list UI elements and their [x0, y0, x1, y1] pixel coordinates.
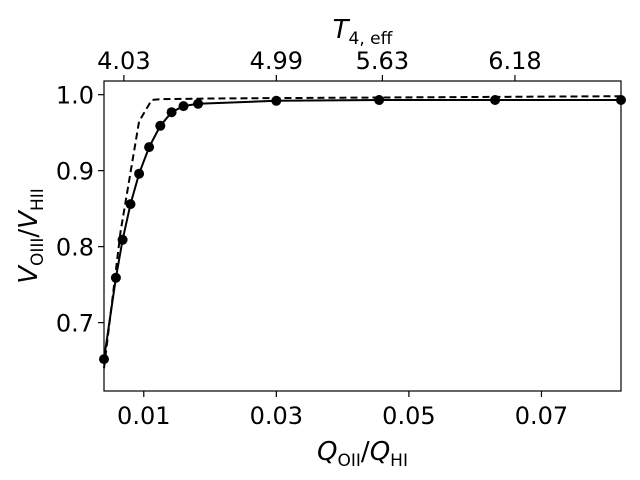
- series-1-point: [125, 199, 136, 210]
- plot-frame: [103, 80, 622, 392]
- x-tick-label: 0.05: [382, 402, 435, 430]
- series-1-line: [103, 99, 621, 360]
- ticks-layer: 0.01 0.03 0.05 0.07 0.7 0.8 0.9 1.04.03 4.99 5.63…: [56, 47, 568, 430]
- x-tick-label: 0.03: [250, 402, 303, 430]
- series-1-point: [193, 98, 204, 109]
- top-axis-label: T4, eff: [333, 15, 394, 49]
- y-tick-label: 1.0: [56, 82, 94, 110]
- series-1-point: [144, 142, 155, 153]
- x-tick-label: 0.07: [515, 402, 568, 430]
- y-tick-label: 0.8: [56, 234, 94, 262]
- y-axis-label: VOIII/VHII: [14, 188, 48, 284]
- top-tick-label: 4.99: [250, 47, 303, 75]
- top-tick-label: 4.03: [97, 47, 150, 75]
- top-tick-label: 5.63: [356, 47, 409, 75]
- series-1-point: [374, 95, 385, 105]
- x-tick-label: 0.01: [117, 402, 170, 430]
- y-tick-label: 0.7: [56, 310, 94, 338]
- y-tick-label: 0.9: [56, 158, 94, 186]
- series-1-point: [134, 168, 145, 179]
- series-1-point: [178, 101, 189, 112]
- series-layer: [99, 95, 626, 369]
- x-axis-label: QOII/QHI: [317, 437, 408, 471]
- series-1-point: [166, 107, 177, 118]
- top-tick-label: 6.18: [488, 47, 541, 75]
- series-1-point: [155, 120, 166, 131]
- series-2-line: [103, 95, 622, 369]
